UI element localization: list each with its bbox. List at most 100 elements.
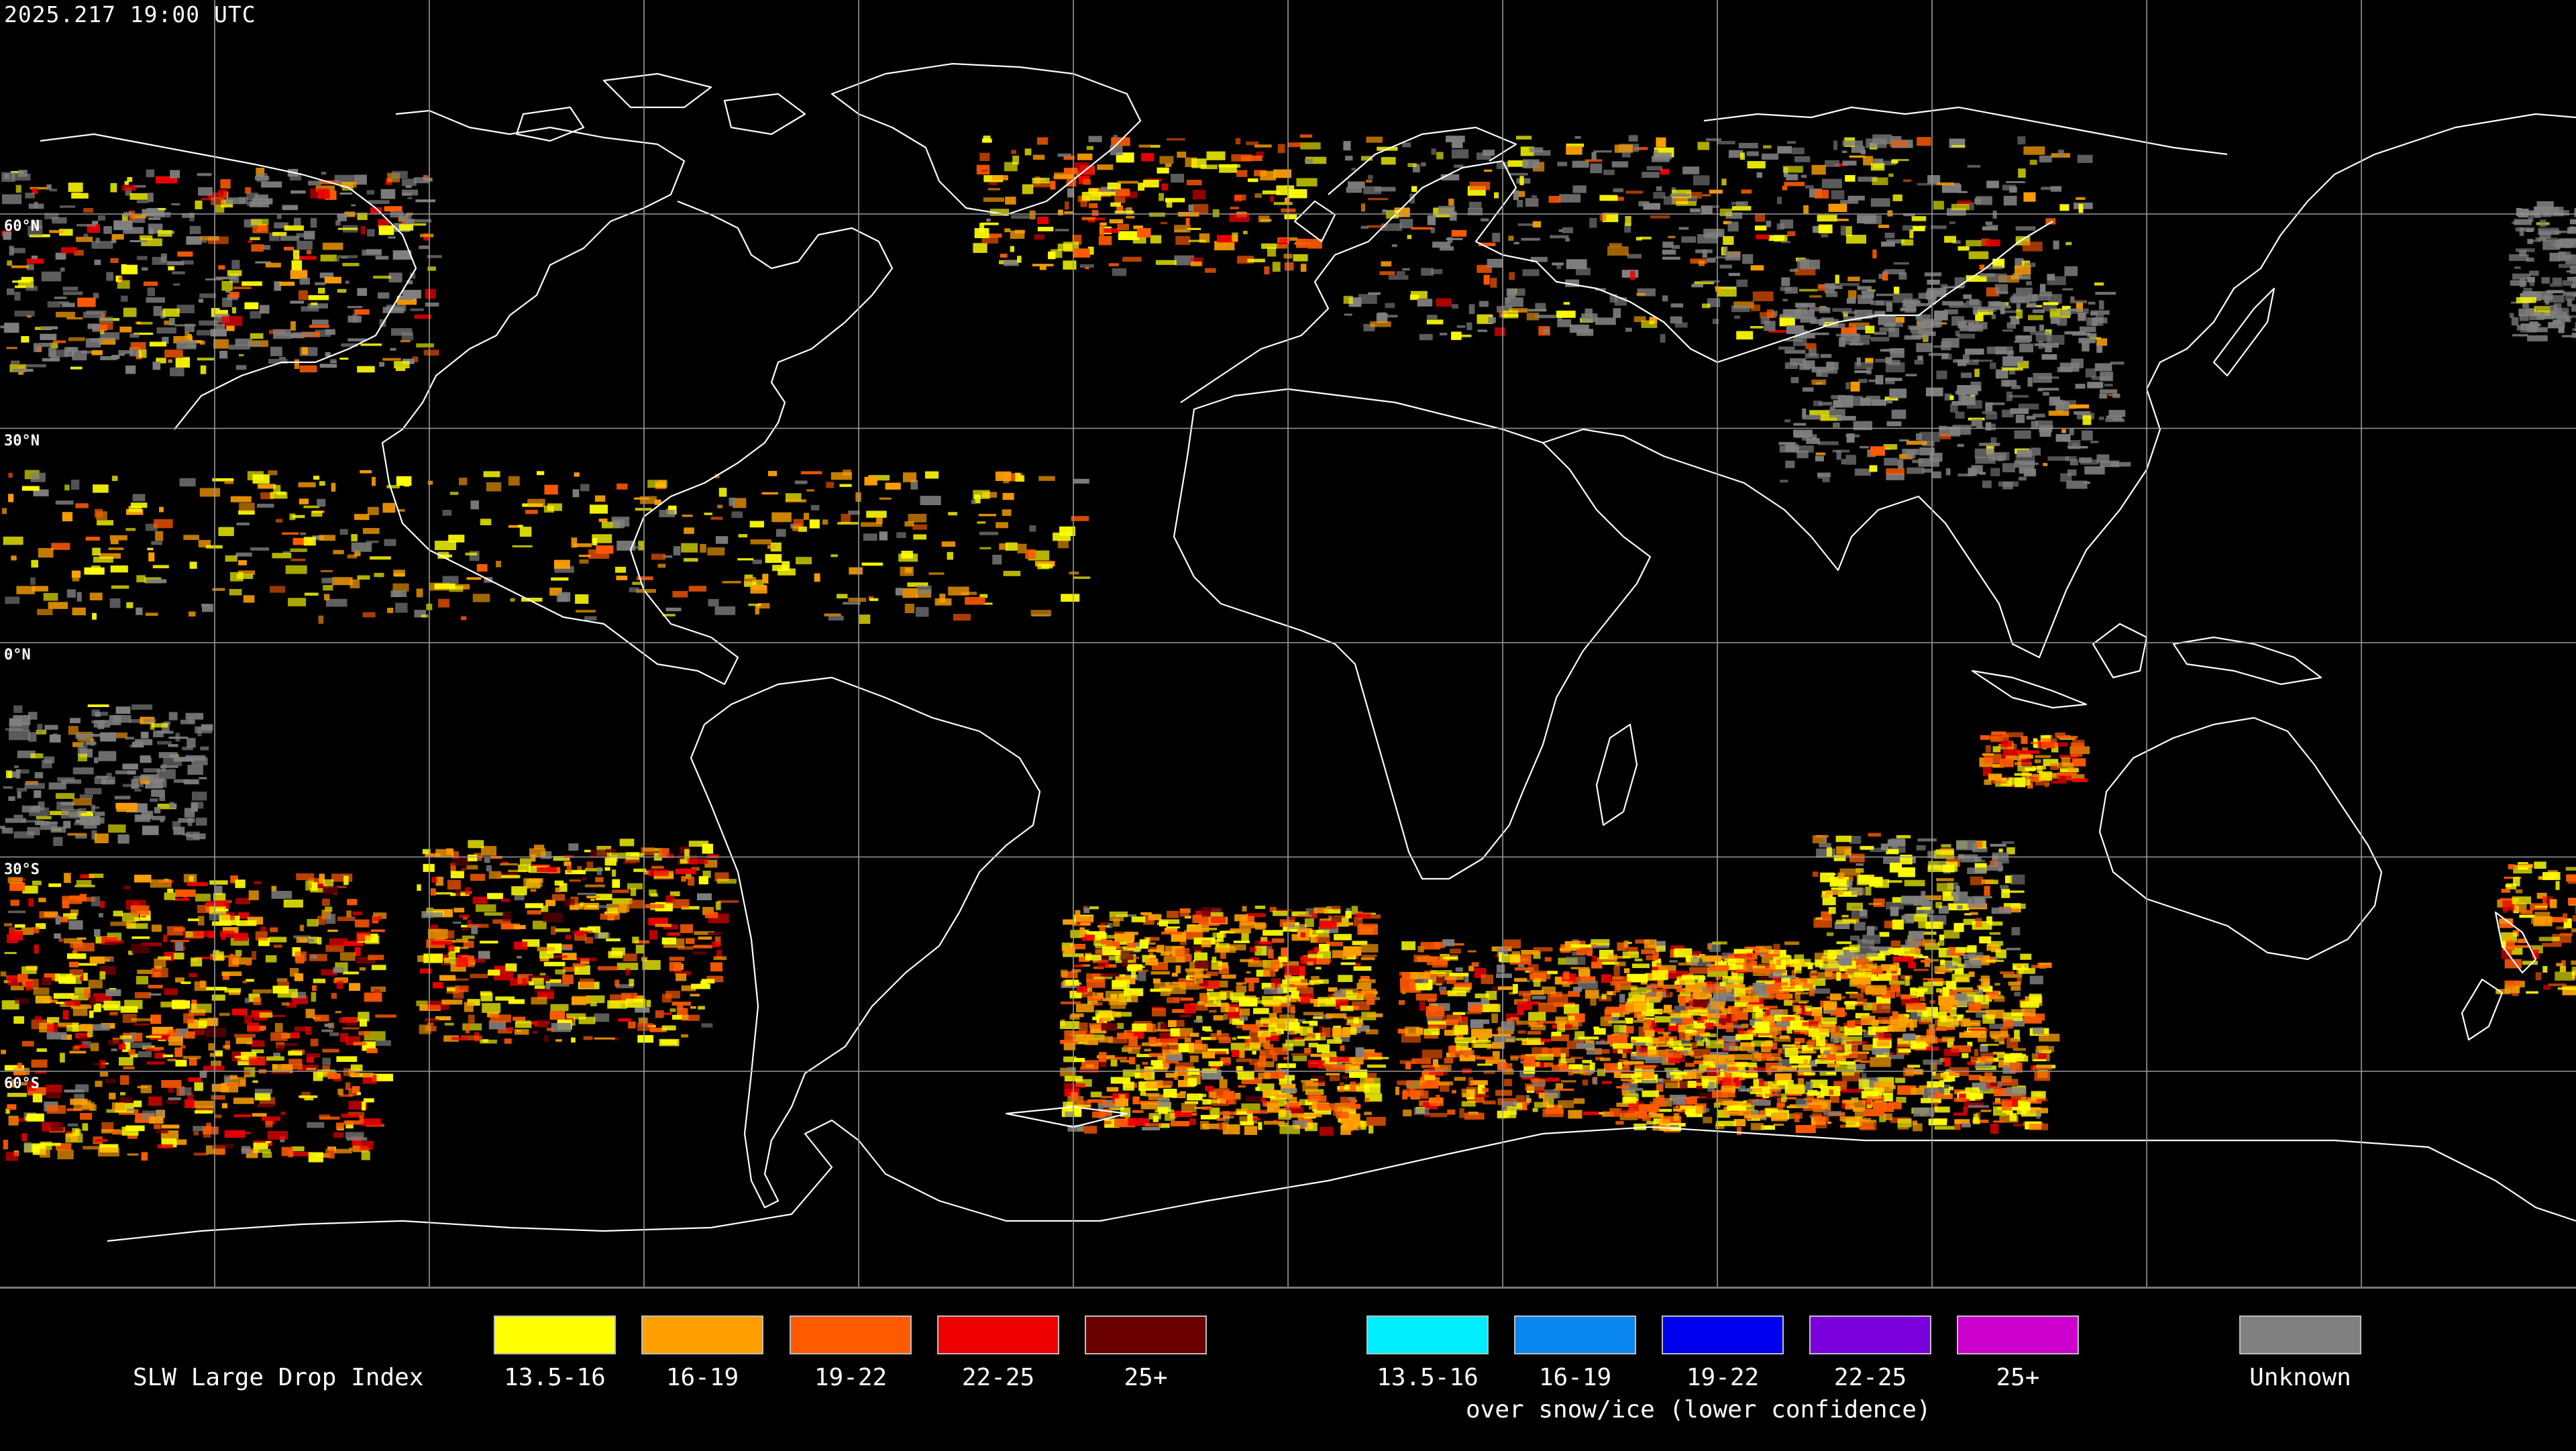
data-pixel: [1451, 229, 1467, 237]
data-pixel: [131, 1018, 152, 1022]
data-pixel: [687, 858, 708, 864]
data-pixel: [382, 358, 401, 361]
data-pixel: [1717, 1024, 1727, 1029]
data-pixel: [235, 879, 246, 888]
data-pixel: [1791, 1000, 1809, 1003]
data-pixel: [294, 217, 301, 226]
data-pixel: [1521, 1076, 1533, 1080]
data-pixel: [119, 1057, 133, 1066]
data-pixel: [201, 198, 215, 201]
data-pixel: [514, 1029, 529, 1035]
data-pixel: [1189, 1044, 1208, 1054]
data-pixel: [208, 930, 215, 938]
data-pixel: [398, 224, 414, 231]
data-pixel: [346, 910, 352, 918]
data-pixel: [83, 233, 89, 239]
data-pixel: [1454, 984, 1472, 987]
data-pixel: [1802, 1022, 1819, 1026]
data-pixel: [1699, 954, 1705, 959]
data-pixel: [1823, 1010, 1840, 1013]
data-pixel: [1570, 967, 1590, 969]
data-pixel: [75, 1084, 89, 1093]
data-pixel: [173, 953, 184, 960]
data-pixel: [1543, 1097, 1548, 1108]
data-pixel: [1516, 1103, 1523, 1110]
data-pixel: [1979, 264, 1985, 270]
data-pixel: [488, 871, 502, 879]
data-pixel: [1127, 965, 1142, 972]
data-pixel: [1173, 1031, 1187, 1039]
data-pixel: [1309, 980, 1324, 984]
data-pixel: [1189, 977, 1194, 979]
data-pixel: [1287, 189, 1307, 199]
data-pixel: [1538, 1020, 1560, 1024]
data-pixel: [447, 945, 455, 952]
data-pixel: [1955, 885, 1960, 895]
data-pixel: [1334, 1034, 1350, 1042]
data-pixel: [1913, 1107, 1935, 1117]
data-pixel: [1473, 1043, 1493, 1049]
data-pixel: [220, 179, 231, 189]
data-pixel: [368, 200, 390, 205]
data-pixel: [173, 335, 193, 343]
data-pixel: [99, 971, 106, 980]
data-pixel: [1644, 1019, 1652, 1026]
data-pixel: [549, 983, 570, 987]
data-pixel: [1555, 1083, 1563, 1090]
data-pixel: [1352, 1001, 1371, 1011]
data-pixel: [1670, 1013, 1691, 1018]
data-pixel: [1753, 1006, 1761, 1013]
data-pixel: [1109, 911, 1128, 918]
data-pixel: [422, 849, 431, 855]
data-pixel: [1709, 965, 1729, 971]
data-pixel: [1308, 1042, 1318, 1048]
data-pixel: [229, 953, 235, 959]
data-pixel: [1896, 968, 1900, 975]
data-pixel: [1811, 1035, 1820, 1040]
data-pixel: [129, 1053, 138, 1058]
data-pixel: [284, 225, 304, 231]
data-pixel: [1552, 1065, 1572, 1071]
data-pixel: [1951, 973, 1970, 983]
data-pixel: [289, 174, 302, 181]
data-pixel: [1741, 1023, 1749, 1028]
data-pixel: [1100, 186, 1116, 195]
data-pixel: [184, 331, 190, 338]
data-pixel: [215, 205, 225, 213]
data-pixel: [388, 272, 402, 282]
data-pixel: [134, 874, 152, 883]
data-pixel: [1906, 914, 1927, 922]
data-pixel: [166, 1099, 178, 1104]
data-pixel: [1067, 188, 1075, 198]
data-pixel: [1817, 215, 1837, 222]
data-pixel: [1224, 1063, 1229, 1066]
data-pixel: [59, 205, 76, 208]
data-pixel: [252, 951, 256, 960]
data-pixel: [1110, 145, 1123, 156]
data-pixel: [1063, 919, 1077, 925]
data-pixel: [1690, 208, 1701, 213]
data-pixel: [91, 241, 113, 249]
data-pixel: [1097, 1104, 1103, 1111]
data-pixel: [1631, 987, 1652, 993]
data-pixel: [1152, 978, 1161, 983]
data-pixel: [1810, 970, 1817, 973]
data-pixel: [1126, 1031, 1144, 1039]
data-pixel: [455, 938, 468, 943]
data-pixel: [1454, 1077, 1466, 1081]
data-pixel: [189, 973, 197, 977]
data-pixel: [1909, 229, 1914, 239]
data-pixel: [1122, 1069, 1140, 1077]
data-pixel: [1976, 918, 1982, 928]
data-pixel: [1239, 1008, 1250, 1016]
data-pixel: [452, 921, 462, 924]
data-pixel: [394, 361, 410, 368]
data-pixel: [272, 231, 287, 236]
data-pixel: [1313, 947, 1320, 952]
data-pixel: [1947, 208, 1966, 216]
data-pixel: [1524, 1056, 1536, 1063]
data-pixel: [1812, 871, 1819, 877]
data-pixel: [1834, 922, 1850, 929]
data-pixel: [1896, 987, 1900, 998]
data-pixel: [1999, 759, 2014, 767]
